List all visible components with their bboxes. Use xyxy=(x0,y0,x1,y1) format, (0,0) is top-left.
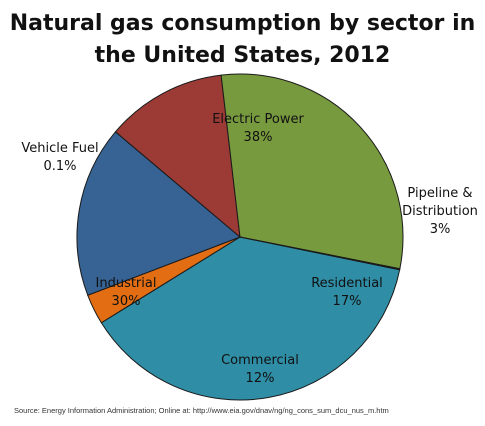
slice-label-industrial: Industrial 30% xyxy=(96,276,157,309)
pie-slice-residential xyxy=(76,131,241,296)
slice-label-vehicle-fuel: Vehicle Fuel 0.1% xyxy=(21,141,98,174)
source-note: Source: Energy Information Administratio… xyxy=(14,406,389,415)
chart-title-line-2: the United States, 2012 xyxy=(94,43,391,68)
pie-slice-vehicle-fuel xyxy=(239,236,401,271)
chart-title-line-1: Natural gas consumption by sector in xyxy=(9,11,476,36)
slice-label-electric-power: Electric Power 38% xyxy=(212,112,304,145)
slice-label-commercial: Commercial 12% xyxy=(221,353,299,386)
pie-slice-commercial xyxy=(114,74,241,239)
chart-title: Natural gas consumption by sector in the… xyxy=(0,8,485,72)
pie-slice-electric-power xyxy=(100,236,401,401)
slice-label-pipeline-distribution: Pipeline & Distribution 3% xyxy=(402,186,478,237)
slice-label-residential: Residential 17% xyxy=(311,276,383,309)
pie-slice-industrial xyxy=(220,73,404,270)
